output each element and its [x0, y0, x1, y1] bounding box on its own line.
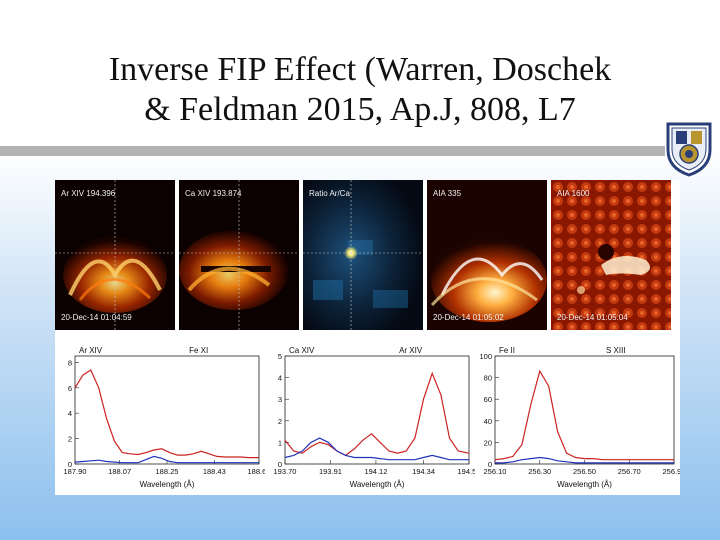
x-tick-label: 188.07: [108, 467, 131, 476]
series-line: [284, 437, 469, 461]
x-axis-label: Wavelength (Å): [350, 480, 405, 489]
slide-title: Inverse FIP Effect (Warren, Doschek & Fe…: [0, 50, 720, 130]
y-tick-label: 3: [278, 395, 282, 404]
image-label: Ar XIV 194.396: [61, 189, 116, 198]
image-panel-aia-1600: AIA 1600 20-Dec-14 01:05:04: [551, 180, 671, 330]
x-tick-label: 194.12: [364, 467, 387, 476]
line-id-label: Fe II: [499, 346, 515, 355]
spectrum-plot-3: 256.10 256.30 256.50 256.70 256.90 0 20 40 60 80 1…: [479, 346, 680, 489]
x-axis-label: Wavelength (Å): [557, 480, 612, 489]
image-panel-ar-xiv: Ar XIV 194.396 20-Dec-14 01:04:59: [55, 180, 175, 330]
y-tick-label: 0: [278, 460, 282, 469]
y-tick-label: 5: [278, 352, 282, 361]
y-tick-label: 20: [484, 438, 492, 447]
y-tick-label: 0: [488, 460, 492, 469]
series-line: [74, 455, 259, 464]
slide-title-line-2: & Feldman 2015, Ap.J, 808, L7: [144, 91, 576, 128]
image-label: AIA 335: [433, 189, 462, 198]
x-tick-label: 194.34: [412, 467, 435, 476]
x-tick-label: 188.43: [203, 467, 226, 476]
spectrum-plot-2: 193.70 193.91 194.12 194.34 194.55 0 1 2 3 4 5 Wave…: [274, 346, 475, 489]
y-tick-label: 4: [68, 409, 72, 418]
slide-title-line-1: Inverse FIP Effect (Warren, Doschek: [108, 51, 612, 88]
y-tick-label: 100: [479, 352, 492, 361]
image-panel-ratio: Ratio Ar/Ca: [303, 180, 423, 330]
crest-icon: [664, 120, 714, 178]
line-id-label: S XIII: [606, 346, 626, 355]
y-tick-label: 1: [278, 438, 282, 447]
x-tick-label: 194.55: [458, 467, 475, 476]
series-line: [284, 371, 470, 457]
image-timestamp: 20-Dec-14 01:05:02: [433, 313, 504, 322]
x-tick-label: 187.90: [64, 467, 87, 476]
x-axis-label: Wavelength (Å): [140, 480, 195, 489]
x-tick-label: 188.25: [156, 467, 179, 476]
y-tick-label: 60: [484, 395, 492, 404]
title-divider: [0, 146, 665, 156]
x-tick-label: 256.70: [618, 467, 641, 476]
x-tick-label: 256.50: [573, 467, 596, 476]
line-id-label: Ca XIV: [289, 346, 315, 355]
x-tick-label: 256.10: [484, 467, 507, 476]
y-tick-label: 2: [278, 417, 282, 426]
plot-frame: [284, 355, 470, 465]
figure: Ar XIV 194.396 20-Dec-14 01:04:59 Ca XIV…: [55, 180, 680, 495]
x-tick-label: 193.70: [274, 467, 297, 476]
x-tick-label: 256.90: [663, 467, 680, 476]
y-tick-label: 4: [278, 374, 282, 383]
y-tick-label: 80: [484, 374, 492, 383]
image-timestamp: 20-Dec-14 01:05:04: [557, 313, 628, 322]
image-label: Ratio Ar/Ca: [309, 189, 350, 198]
image-timestamp: 20-Dec-14 01:04:59: [61, 313, 132, 322]
y-tick-label: 2: [68, 435, 72, 444]
image-panel-ca-xiv: Ca XIV 193.874: [179, 180, 299, 330]
line-id-label: Ar XIV: [399, 346, 423, 355]
image-label: Ca XIV 193.874: [185, 189, 242, 198]
plot-frame: [494, 355, 675, 465]
image-panel-aia-335: AIA 335 20-Dec-14 01:05:02: [427, 180, 547, 330]
x-tick-label: 193.91: [319, 467, 342, 476]
y-tick-label: 40: [484, 417, 492, 426]
series-line: [495, 456, 674, 464]
y-tick-label: 8: [68, 358, 72, 367]
image-label: AIA 1600: [557, 189, 590, 198]
x-tick-label: 188.60: [248, 467, 265, 476]
series-line: [74, 369, 259, 459]
series-line: [494, 369, 674, 461]
y-tick-label: 6: [68, 384, 72, 393]
plot-frame: [74, 355, 260, 465]
x-tick-label: 256.30: [528, 467, 551, 476]
line-id-label: Fe XI: [189, 346, 208, 355]
y-tick-label: 0: [68, 460, 72, 469]
spectrum-plot-1: 187.90 188.07 188.25 188.43 188.60 0 2 4 6 8 Wavel…: [64, 346, 265, 489]
line-id-label: Ar XIV: [79, 346, 103, 355]
